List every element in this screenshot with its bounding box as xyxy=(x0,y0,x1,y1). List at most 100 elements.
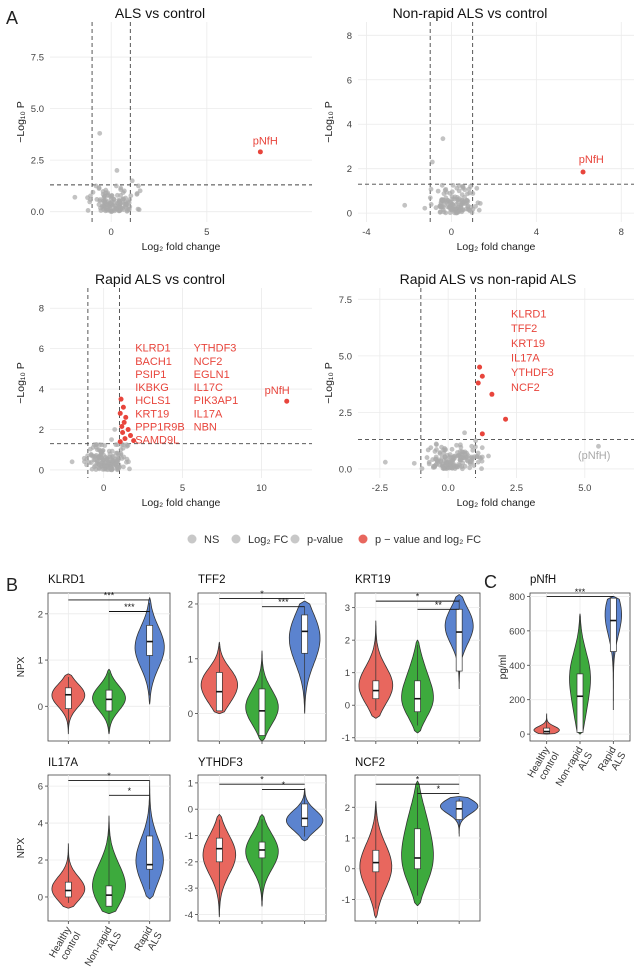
chart-title: Rapid ALS vs control xyxy=(95,271,225,287)
significant-point xyxy=(118,396,124,402)
ns-point xyxy=(465,191,470,197)
ns-point xyxy=(422,205,428,211)
y-tick-label: 2 xyxy=(347,164,352,175)
ns-point xyxy=(126,207,131,212)
ns-point xyxy=(428,186,434,192)
ns-point xyxy=(88,193,93,199)
significance-stars: *** xyxy=(124,602,135,612)
chart-title: ALS vs control xyxy=(115,5,205,21)
y-tick-label: 1 xyxy=(38,656,43,667)
iqr-box xyxy=(146,835,154,870)
volcano-legend: NS Log₂ FC p-value p − value and log₂ FC xyxy=(187,534,481,546)
legend-log2fc-label: Log₂ FC xyxy=(248,534,288,546)
y-tick-label: 8 xyxy=(347,31,352,42)
y-tick-label: 0 xyxy=(188,709,193,720)
significance-stars: * xyxy=(282,780,286,790)
significance-stars: * xyxy=(416,592,420,602)
gene-label: pNfH xyxy=(265,385,290,397)
ns-point xyxy=(106,448,112,454)
ns-point xyxy=(439,182,445,188)
y-tick-label: 3 xyxy=(345,603,350,614)
y-tick-label: 0 xyxy=(38,892,43,903)
significant-point xyxy=(479,431,485,437)
y-tick-label: 200 xyxy=(509,695,525,706)
significant-point xyxy=(477,364,483,370)
ns-point xyxy=(476,207,482,213)
y-tick-label: 0 xyxy=(347,209,352,220)
ns-point xyxy=(469,443,475,449)
ns-point xyxy=(433,441,439,447)
gene-label: YTHDF3 xyxy=(194,343,237,355)
chart-title: YTHDF3 xyxy=(198,757,243,769)
significant-point xyxy=(117,439,123,445)
ns-point xyxy=(112,427,118,432)
ns-point xyxy=(462,194,468,200)
y-axis-label: NPX xyxy=(16,656,27,677)
ns-point xyxy=(424,455,430,460)
ns-point xyxy=(469,210,475,215)
iqr-box xyxy=(301,614,309,654)
y-axis-label: NPX xyxy=(16,837,27,858)
ns-point xyxy=(479,445,485,451)
ns-point xyxy=(120,196,126,202)
ns-point xyxy=(474,185,480,191)
ns-point xyxy=(118,192,123,198)
ns-point xyxy=(96,466,102,472)
significant-point xyxy=(580,169,586,175)
ns-point xyxy=(449,446,455,452)
significant-point xyxy=(284,398,290,404)
gene-label: TFF2 xyxy=(511,323,537,335)
y-tick-label: 6 xyxy=(38,782,43,793)
ns-point xyxy=(460,452,466,457)
ns-point xyxy=(84,462,89,468)
x-tick-label: 5 xyxy=(180,483,185,494)
y-axis-label: −Log₁₀ P xyxy=(323,101,335,142)
y-tick-label: 2 xyxy=(38,609,43,620)
y-tick-label: 0 xyxy=(345,864,350,875)
ns-point xyxy=(107,466,113,471)
y-tick-label: -1 xyxy=(342,733,350,744)
ns-point xyxy=(120,464,126,470)
ns-point xyxy=(107,200,113,206)
group-label: Healthycontrol xyxy=(47,925,83,965)
y-tick-label: 0 xyxy=(39,465,44,476)
y-axis-label: pg/ml xyxy=(498,655,509,679)
iqr-box xyxy=(105,885,113,907)
gene-label: BACH1 xyxy=(135,356,172,368)
significant-point xyxy=(120,404,126,410)
ns-point xyxy=(426,459,432,465)
ns-point xyxy=(108,194,114,200)
y-tick-label: 8 xyxy=(39,304,44,315)
gene-label: NBN xyxy=(194,422,217,434)
ns-point xyxy=(433,205,439,211)
chart-title: NCF2 xyxy=(355,757,385,769)
y-tick-label: 6 xyxy=(39,344,44,355)
ns-point xyxy=(382,459,388,465)
group-label: Non-rapidALS xyxy=(83,925,124,974)
ns-point xyxy=(470,191,476,196)
volcano-rapid-vs-nonrapid: Rapid ALS vs non-rapid ALS 0.0 2.5 5.0 7.5 -2… xyxy=(323,271,634,509)
y-axis-label: −Log₁₀ P xyxy=(15,362,27,403)
y-tick-label: 4 xyxy=(38,819,43,830)
iqr-box xyxy=(455,608,463,672)
ns-point xyxy=(442,446,447,451)
significant-point xyxy=(257,149,263,155)
ns-point xyxy=(443,195,449,201)
significant-point xyxy=(117,410,123,416)
ns-point xyxy=(124,442,130,448)
ns-point xyxy=(465,203,471,209)
legend-both-key xyxy=(358,534,368,544)
ns-point xyxy=(92,457,98,463)
significance-stars: * xyxy=(437,784,441,794)
significance-stars: * xyxy=(416,775,420,785)
ns-point xyxy=(112,208,118,214)
gene-label: pNfH xyxy=(579,154,604,166)
iqr-box xyxy=(105,689,113,712)
legend-pvalue-key xyxy=(290,534,300,544)
ns-point xyxy=(120,205,126,211)
ns-point xyxy=(89,466,95,472)
